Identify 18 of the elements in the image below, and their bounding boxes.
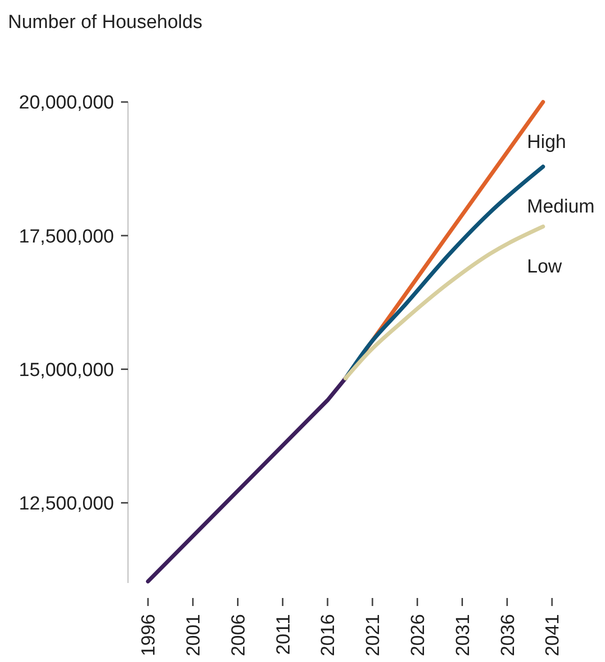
x-tick-label: 1996	[138, 614, 160, 656]
y-tick-label: 17,500,000	[18, 226, 114, 248]
x-tick-label: 2036	[498, 614, 519, 656]
x-tick-label: 2006	[228, 614, 250, 656]
series-label: Low	[527, 256, 562, 278]
x-tick-label: 2026	[408, 614, 429, 656]
x-tick-label: 2001	[184, 614, 205, 656]
series-label: High	[527, 132, 566, 153]
x-tick-label: 2041	[542, 614, 564, 656]
x-tick-label: 2011	[273, 614, 294, 655]
x-tick-label: 2021	[363, 614, 384, 656]
x-tick-label: 2031	[452, 614, 474, 656]
series-label: Medium	[527, 196, 595, 218]
y-tick-label: 12,500,000	[18, 493, 114, 514]
y-tick-label: 20,000,000	[18, 92, 114, 114]
x-tick-label: 2016	[318, 614, 340, 656]
y-axis-title: Number of Households	[8, 12, 202, 33]
y-tick-label: 15,000,000	[18, 360, 114, 381]
